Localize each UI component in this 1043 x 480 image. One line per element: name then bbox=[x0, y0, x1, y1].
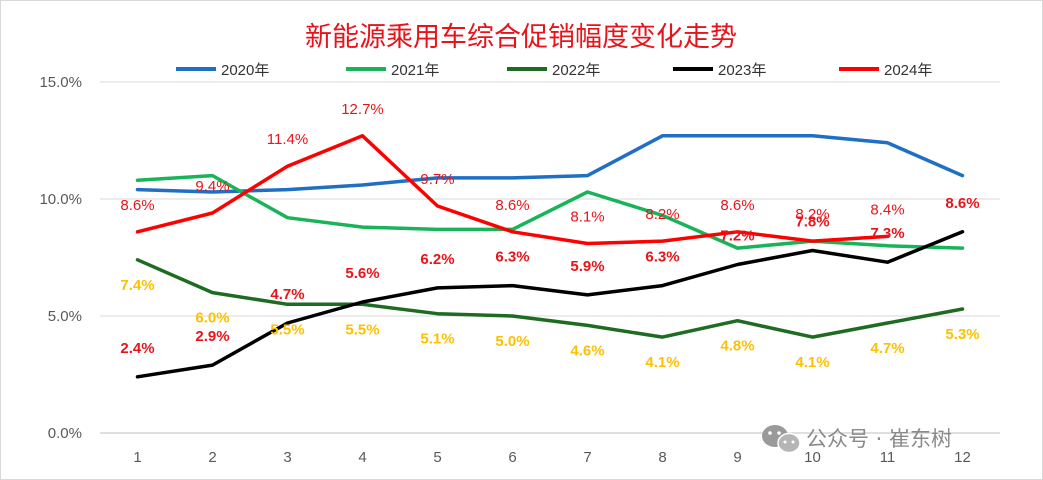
x-tick-label: 9 bbox=[733, 449, 741, 466]
data-label: 8.6% bbox=[945, 195, 979, 212]
y-tick-label: 15.0% bbox=[39, 74, 82, 91]
data-label: 9.7% bbox=[420, 171, 454, 188]
data-label: 2.4% bbox=[120, 340, 154, 357]
data-label: 8.1% bbox=[570, 208, 604, 225]
data-label: 2.9% bbox=[195, 328, 229, 345]
data-label: 6.3% bbox=[645, 249, 679, 266]
series-line bbox=[135, 230, 965, 379]
gridlines bbox=[100, 81, 1000, 434]
data-label: 4.8% bbox=[720, 338, 754, 355]
y-tick-label: 10.0% bbox=[39, 191, 82, 208]
x-tick-label: 12 bbox=[954, 449, 971, 466]
x-tick-label: 6 bbox=[508, 449, 516, 466]
legend: 2020年 2021年 2022年 2023年 2024年 bbox=[176, 62, 932, 79]
data-label: 8.6% bbox=[495, 197, 529, 214]
data-label: 4.1% bbox=[645, 354, 679, 371]
data-label: 11.4% bbox=[267, 131, 308, 148]
data-label: 6.0% bbox=[195, 310, 229, 327]
data-label: 6.3% bbox=[495, 249, 529, 266]
x-tick-label: 1 bbox=[133, 449, 141, 466]
data-label: 4.1% bbox=[795, 354, 829, 371]
data-label: 5.5% bbox=[345, 321, 379, 338]
data-label: 4.7% bbox=[870, 340, 904, 357]
data-label: 5.1% bbox=[420, 331, 454, 348]
data-label: 9.4% bbox=[195, 178, 229, 195]
x-tick-label: 7 bbox=[583, 449, 591, 466]
y-axis-ticks: 0.0% 5.0% 10.0% 15.0% bbox=[39, 74, 82, 442]
x-tick-label: 5 bbox=[433, 449, 441, 466]
y-tick-label: 5.0% bbox=[48, 308, 82, 325]
x-tick-label: 2 bbox=[208, 449, 216, 466]
data-label: 7.4% bbox=[120, 277, 154, 294]
data-label: 12.7% bbox=[341, 101, 384, 118]
wechat-icon bbox=[762, 425, 801, 454]
series-line bbox=[135, 134, 965, 194]
data-label: 8.2% bbox=[795, 206, 829, 223]
watermark-text: 公众号 · 崔东树 bbox=[806, 427, 952, 451]
data-label: 6.2% bbox=[420, 251, 454, 268]
series-lines bbox=[135, 134, 965, 379]
x-tick-label: 8 bbox=[658, 449, 666, 466]
y-tick-label: 0.0% bbox=[48, 425, 82, 442]
data-label: 8.6% bbox=[720, 197, 754, 214]
data-label: 5.5% bbox=[270, 321, 304, 338]
legend-label: 2024年 bbox=[884, 62, 932, 79]
data-label: 5.6% bbox=[345, 265, 379, 282]
data-label: 8.6% bbox=[120, 197, 154, 214]
data-label: 5.0% bbox=[495, 333, 529, 350]
data-label: 4.7% bbox=[270, 286, 304, 303]
data-label: 7.2% bbox=[720, 228, 754, 245]
legend-label: 2020年 bbox=[221, 62, 269, 79]
x-tick-label: 3 bbox=[283, 449, 291, 466]
data-label: 5.3% bbox=[945, 326, 979, 343]
x-tick-label: 4 bbox=[358, 449, 366, 466]
chart-title: 新能源乘用车综合促销幅度变化走势 bbox=[305, 22, 737, 53]
data-label: 5.9% bbox=[570, 258, 604, 275]
data-label: 4.6% bbox=[570, 342, 604, 359]
legend-label: 2022年 bbox=[552, 62, 600, 79]
data-labels: 7.4% 6.0% 5.5% 5.5% 5.1% 5.0% 4.6% 4.1% 4.8% 4.1%… bbox=[120, 101, 979, 371]
legend-label: 2021年 bbox=[391, 62, 439, 79]
data-label: 8.2% bbox=[645, 206, 679, 223]
data-label: 8.4% bbox=[870, 201, 904, 218]
data-label: 7.3% bbox=[870, 225, 904, 242]
watermark: 公众号 · 崔东树 bbox=[762, 425, 952, 454]
x-tick-label: 10 bbox=[804, 449, 821, 466]
x-tick-label: 11 bbox=[880, 449, 896, 466]
x-axis-ticks: 1 2 3 4 5 6 7 8 9 10 11 12 bbox=[133, 449, 971, 466]
data-label: 7.8% bbox=[795, 213, 829, 230]
series-line bbox=[135, 134, 890, 246]
series-line bbox=[135, 258, 965, 339]
legend-label: 2023年 bbox=[718, 62, 766, 79]
